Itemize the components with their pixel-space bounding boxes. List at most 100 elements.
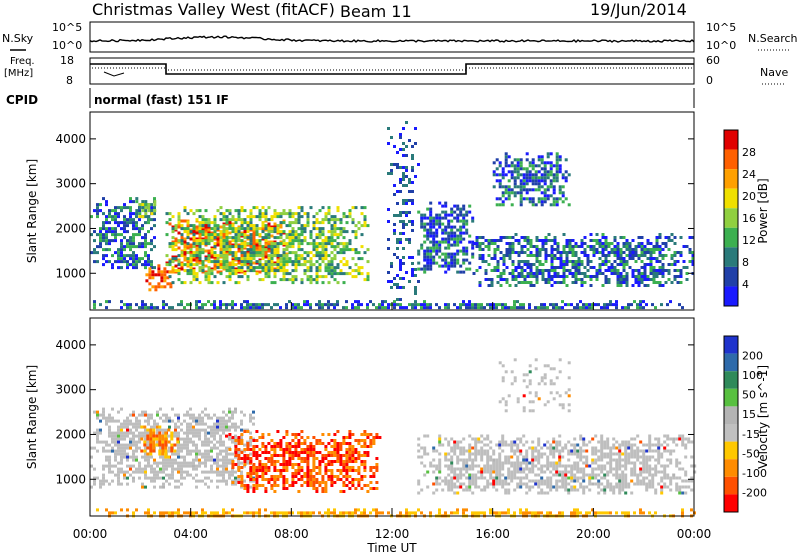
power-cell [393,232,396,235]
power-cell [258,263,262,267]
vel-cell [351,460,355,463]
power-cell [267,243,271,247]
vel-cell [372,475,376,478]
power-cell [507,188,511,192]
vel-cell [210,467,213,471]
power-cell [222,218,226,222]
power-cell [330,275,334,279]
power-cell [324,215,328,219]
power-cell [351,306,354,310]
power-cell [558,164,562,168]
power-cell [144,245,147,249]
vel-cell [249,478,253,481]
vel-cell [204,428,207,432]
power-cell [102,263,105,267]
power-cell [543,303,546,307]
vel-cell [342,439,346,442]
power-cell [441,222,445,226]
power-cell [396,283,399,286]
vel-cell [450,446,454,450]
vel-cell [324,469,328,472]
vel-cell [170,437,174,441]
vel-cell [579,511,582,515]
vel-cell [111,416,114,420]
power-cell [541,242,545,245]
power-cell [198,300,201,304]
power-ylabel: Slant Range [km] [25,159,39,263]
vel-cell [108,413,111,417]
power-cell [511,251,515,254]
power-cell [423,216,427,220]
freq-tick-top: 18 [60,54,74,67]
power-cell [477,303,480,307]
vel-cell [462,461,466,465]
power-cell [462,204,466,208]
vel-cell [252,451,256,454]
power-cell [168,258,172,262]
power-cell [270,242,274,246]
vel-cell [192,449,195,453]
power-cell [664,254,668,257]
power-cell [459,237,463,241]
power-cell [330,239,334,243]
vel-cell [288,457,292,460]
power-cell [273,261,277,265]
power-cell [279,260,283,264]
vel-cell [143,443,147,447]
power-cell [499,251,503,254]
power-cell [360,206,364,210]
vel-cell [363,463,367,466]
power-cell [541,275,545,278]
power-cell [129,248,132,252]
vel-cell [258,511,261,515]
vel-cell [177,508,180,512]
power-cell [111,233,114,237]
power-cell [637,257,641,260]
vel-cell [348,460,352,463]
vel-cell [219,416,222,420]
power-cell [577,269,581,272]
power-cell [396,166,399,169]
power-cell [333,272,337,276]
vel-cell [447,479,451,483]
vel-cell [117,473,120,477]
power-cell [234,269,238,273]
vel-cell [225,449,228,453]
vel-cell [474,464,478,468]
power-cell [607,278,611,281]
power-cell [552,176,556,180]
power-cell [225,254,229,258]
vel-cell [297,454,301,457]
power-cell [450,225,454,229]
vel-cell [282,448,286,451]
vel-cell [333,511,336,515]
vel-cell [126,422,129,426]
power-cell [619,275,623,278]
power-cell [589,233,593,236]
vel-cell [177,449,180,453]
power-cell [189,260,193,264]
power-cell [447,225,451,229]
power-cell [414,127,417,130]
power-cell [450,243,454,247]
vel-cell [312,445,316,448]
power-cell [93,239,96,243]
vel-cell [465,488,469,492]
power-cell [330,230,334,234]
power-cell [354,263,358,267]
vel-cell [155,434,159,438]
power-cell [532,275,536,278]
power-cell [144,251,147,255]
power-cell [186,236,190,240]
power-cell [234,209,238,213]
power-cell [267,266,271,270]
power-cell [639,306,642,310]
power-cell [336,218,340,222]
vel-cell [252,416,255,420]
power-cell [543,306,546,310]
vel-cell [417,455,421,459]
power-cell [505,254,509,257]
power-cell [228,264,232,268]
vel-cell [249,485,252,489]
power-cell [564,303,567,307]
